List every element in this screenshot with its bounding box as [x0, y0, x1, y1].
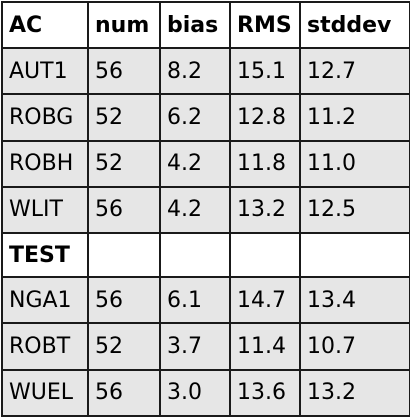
cell-bias: 8.2: [159, 46, 231, 96]
empty-cell: [229, 231, 301, 279]
table-row: NGA1 56 6.1 14.7 13.4: [1, 276, 410, 325]
cell-num: 56: [87, 185, 161, 235]
cell-stddev: 11.2: [299, 93, 410, 142]
cell-stddev: 12.5: [299, 185, 410, 235]
empty-cell: [159, 231, 231, 279]
section-row: TEST: [1, 231, 410, 279]
cell-ac: ROBG: [1, 93, 89, 142]
table-row: ROBT 52 3.7 11.4 10.7: [1, 322, 410, 371]
cell-stddev: 13.4: [299, 276, 410, 325]
cell-ac: WUEL: [1, 368, 89, 418]
header-num: num: [87, 1, 161, 49]
header-rms: RMS: [229, 1, 301, 49]
header-ac: AC: [1, 1, 89, 49]
cell-rms: 14.7: [229, 276, 301, 325]
header-row: AC num bias RMS stddev: [1, 1, 410, 49]
cell-bias: 4.2: [159, 185, 231, 235]
cell-stddev: 11.0: [299, 139, 410, 188]
cell-stddev: 10.7: [299, 322, 410, 371]
cell-bias: 6.2: [159, 93, 231, 142]
header-bias: bias: [159, 1, 231, 49]
table-row: ROBH 52 4.2 11.8 11.0: [1, 139, 410, 188]
cell-num: 56: [87, 46, 161, 96]
cell-num: 56: [87, 276, 161, 325]
section-label: TEST: [1, 231, 89, 279]
cell-rms: 11.4: [229, 322, 301, 371]
cell-bias: 3.7: [159, 322, 231, 371]
cell-bias: 3.0: [159, 368, 231, 418]
cell-ac: ROBH: [1, 139, 89, 188]
cell-ac: AUT1: [1, 46, 89, 96]
cell-rms: 13.6: [229, 368, 301, 418]
cell-stddev: 13.2: [299, 368, 410, 418]
cell-num: 52: [87, 322, 161, 371]
cell-stddev: 12.7: [299, 46, 410, 96]
cell-rms: 11.8: [229, 139, 301, 188]
table-row: ROBG 52 6.2 12.8 11.2: [1, 93, 410, 142]
cell-ac: NGA1: [1, 276, 89, 325]
cell-num: 52: [87, 139, 161, 188]
cell-rms: 13.2: [229, 185, 301, 235]
empty-cell: [299, 231, 410, 279]
header-stddev: stddev: [299, 1, 410, 49]
cell-ac: WLIT: [1, 185, 89, 235]
cell-rms: 15.1: [229, 46, 301, 96]
cell-bias: 6.1: [159, 276, 231, 325]
cell-num: 52: [87, 93, 161, 142]
table-row: WUEL 56 3.0 13.6 13.2: [1, 368, 410, 418]
cell-bias: 4.2: [159, 139, 231, 188]
table-row: WLIT 56 4.2 13.2 12.5: [1, 185, 410, 235]
cell-num: 56: [87, 368, 161, 418]
cell-ac: ROBT: [1, 322, 89, 371]
empty-cell: [87, 231, 161, 279]
table-row: AUT1 56 8.2 15.1 12.7: [1, 46, 410, 96]
cell-rms: 12.8: [229, 93, 301, 142]
